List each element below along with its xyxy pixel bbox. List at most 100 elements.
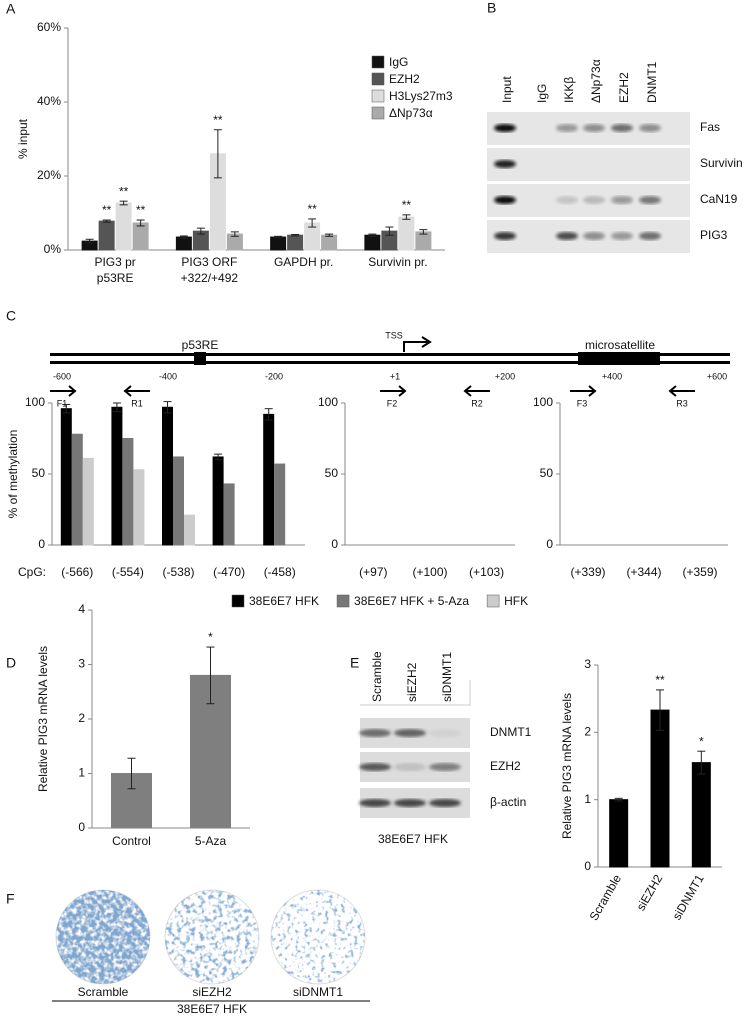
gel-band (583, 124, 605, 132)
gel-band (611, 196, 633, 204)
error-bar (325, 233, 334, 237)
error-bar (214, 453, 223, 461)
error-bar (119, 200, 128, 206)
bar (71, 433, 83, 546)
bar (263, 413, 275, 546)
significance: * (699, 734, 704, 748)
gel-band (583, 232, 605, 240)
significance: ** (213, 113, 223, 127)
significance: ** (102, 203, 112, 217)
blot-band (359, 799, 391, 807)
y-axis-label: % input (16, 118, 30, 159)
y-tick-label: 1 (584, 792, 591, 806)
gel-band (639, 196, 661, 204)
legend-swatch (231, 594, 245, 608)
lane-label: Scramble (370, 651, 384, 702)
bar (173, 456, 184, 546)
bar (175, 236, 192, 251)
x-tick-label: (+339) (570, 565, 605, 579)
blot-band (359, 729, 391, 737)
gel-band (611, 124, 633, 132)
primer-head (398, 385, 407, 397)
bar (82, 457, 94, 546)
panel-letter: E (350, 655, 359, 671)
panel-letter: A (6, 1, 16, 17)
lane-bracket (360, 680, 471, 706)
gel-band (494, 124, 516, 132)
legend-swatch (371, 106, 385, 120)
bar (650, 709, 670, 868)
row-label: DNMT1 (490, 725, 532, 739)
error-bar (402, 214, 411, 220)
bar (111, 406, 123, 546)
error-bar (697, 750, 706, 775)
y-tick-label: 50 (540, 466, 554, 480)
microsat-box (578, 352, 660, 365)
significance: ** (655, 673, 665, 687)
primer-label: F2 (387, 398, 398, 408)
bar (115, 202, 132, 251)
blot-caption: 38E6E7 HFK (378, 832, 448, 846)
primer-label: F3 (577, 398, 588, 408)
y-tick-label: 2 (78, 711, 85, 725)
primer-label: R3 (676, 398, 688, 408)
significance: ** (307, 202, 317, 216)
y-tick-label: 0 (546, 537, 553, 551)
bar (223, 483, 235, 546)
legend-label: ΔNp73α (389, 106, 433, 120)
y-tick-label: 100 (318, 395, 338, 409)
error-bar (274, 235, 283, 239)
y-tick-label: 60% (37, 20, 61, 34)
bar (609, 799, 629, 868)
x-tick-label: (-458) (264, 565, 296, 579)
dish-caption: 38E6E7 HFK (177, 1002, 247, 1016)
significance: * (208, 630, 213, 644)
y-tick-label: 50 (325, 466, 339, 480)
legend-label: HFK (504, 594, 528, 608)
legend-swatch (371, 72, 385, 86)
legend-label: H3Lys27m3 (389, 89, 453, 103)
bar (184, 514, 195, 546)
legend-swatch (371, 89, 385, 103)
blot-band (394, 763, 426, 771)
colony-stain (165, 890, 259, 984)
error-bar (136, 219, 145, 227)
gel-band (494, 232, 516, 240)
y-tick-label: 40% (37, 94, 61, 108)
position-label: +1 (390, 371, 400, 381)
position-label: -600 (53, 371, 71, 381)
y-axis-label: % of methylation (6, 430, 20, 519)
x-tick-label: (+103) (469, 565, 504, 579)
y-tick-label: 100 (25, 395, 45, 409)
x-tick-label: (+344) (626, 565, 661, 579)
error-bar (614, 797, 623, 802)
x-tick-label: GAPDH pr. (274, 255, 333, 269)
x-tick-label: siEZH2 (634, 872, 666, 913)
primer-head (588, 385, 597, 397)
gel-band (556, 196, 578, 204)
colony-stain (271, 890, 365, 984)
dish-label: Scramble (78, 985, 129, 999)
x-tick-label: (-470) (213, 565, 245, 579)
error-bar (163, 401, 172, 414)
error-bar (385, 226, 394, 236)
x-axis-label: CpG: (18, 565, 46, 579)
legend-swatch (486, 594, 500, 608)
panel-letter: C (6, 308, 16, 324)
y-tick-label: 0 (331, 537, 338, 551)
element-label: microsatellite (585, 338, 655, 352)
gel-band (556, 124, 578, 132)
y-tick-label: 0 (78, 820, 85, 834)
lane-label: DNMT1 (645, 61, 659, 103)
y-tick-label: 50 (32, 466, 46, 480)
gel-strip (487, 148, 690, 181)
bar (98, 220, 115, 251)
blot-band (429, 729, 461, 737)
x-tick-label: PIG3 pr p53RE (94, 255, 135, 285)
element-label: p53RE (182, 338, 219, 352)
blot-band (394, 799, 426, 807)
row-label: PIG3 (700, 228, 728, 242)
primer-head (123, 385, 132, 397)
row-label: Survivin (700, 156, 743, 170)
